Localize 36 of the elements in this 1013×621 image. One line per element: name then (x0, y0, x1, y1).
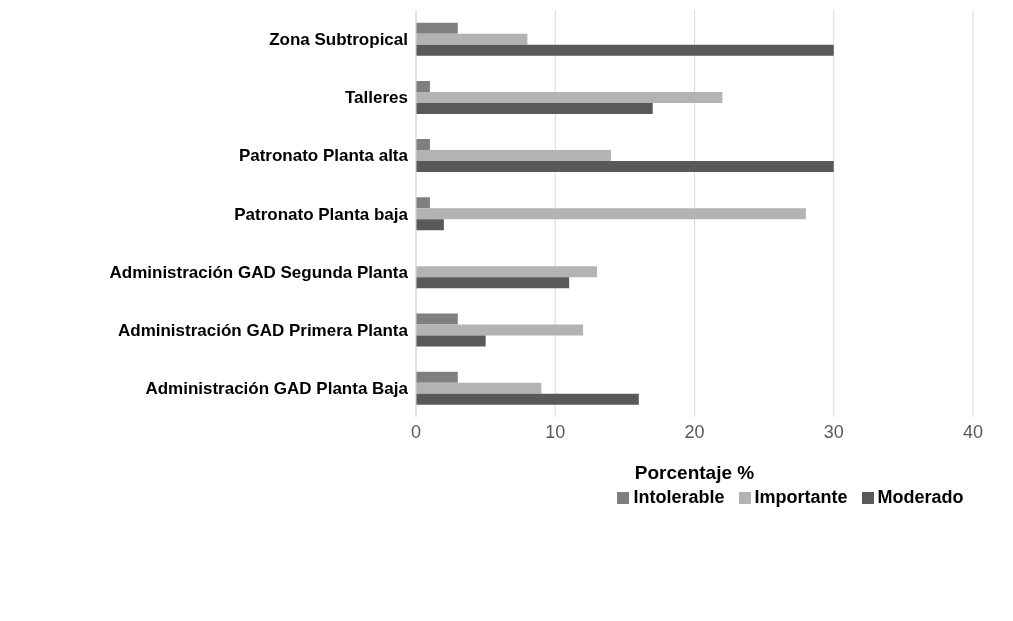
bar (416, 335, 486, 347)
bar (416, 102, 653, 114)
y-tick-label: Administración GAD Segunda Planta (109, 262, 409, 282)
y-tick-label: Patronato Planta baja (234, 204, 409, 224)
bar (416, 161, 834, 173)
bar (416, 139, 430, 151)
bar (416, 324, 584, 336)
bar (416, 150, 611, 162)
x-axis-title: Porcentaje % (634, 462, 755, 483)
bar (416, 33, 528, 45)
x-tick-label: 20 (684, 421, 705, 442)
legend-label: Importante (753, 487, 848, 508)
y-tick-label: Talleres (344, 88, 408, 108)
bar (416, 266, 598, 278)
bar (416, 80, 430, 92)
legend-label: Moderado (876, 487, 964, 508)
bar (416, 277, 570, 289)
bar (416, 91, 723, 103)
bar (416, 382, 542, 394)
x-tick-label: 0 (410, 421, 422, 442)
bar (416, 208, 806, 220)
y-tick-label: Administración GAD Primera Planta (117, 320, 409, 340)
x-tick-label: 40 (962, 421, 984, 442)
x-tick-label: 30 (823, 421, 844, 442)
bar (416, 44, 834, 56)
y-tick-label: Zona Subtropical (269, 30, 408, 50)
bar (416, 219, 444, 231)
x-tick-label: 10 (545, 421, 566, 442)
y-tick-label: Patronato Planta alta (238, 146, 409, 166)
bar (416, 197, 430, 209)
bar (416, 393, 639, 405)
bar (416, 22, 458, 34)
legend-label: Intolerable (632, 487, 725, 508)
bar (416, 313, 458, 325)
y-tick-label: Administración GAD Planta Baja (145, 378, 409, 398)
bar (416, 371, 458, 383)
